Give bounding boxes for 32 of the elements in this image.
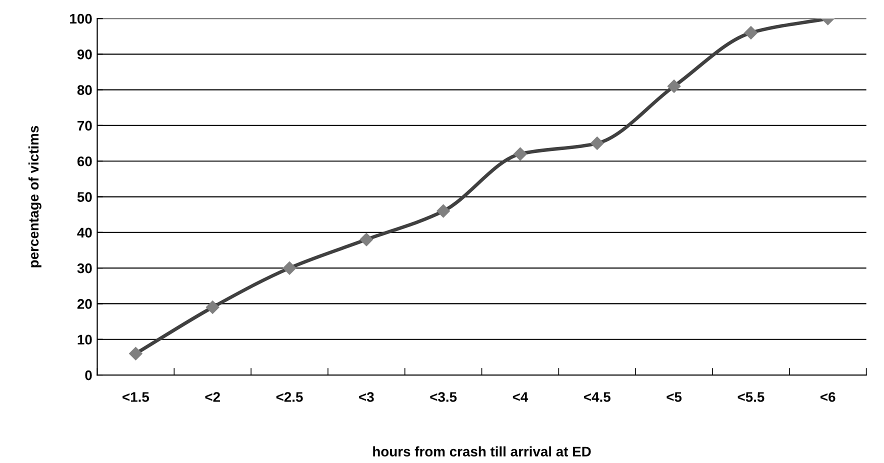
point	[667, 80, 681, 93]
point	[282, 261, 296, 275]
x-tick-label: <4.5	[584, 392, 610, 402]
y-tick-label: 50	[77, 192, 92, 202]
point	[744, 26, 758, 40]
y-axis-title: percentage of victims	[28, 126, 42, 268]
y-tick-label: 40	[77, 228, 92, 238]
y-tick-label: 30	[77, 263, 92, 274]
y-tick-label: 100	[70, 14, 92, 24]
y-tick-label: 90	[77, 50, 92, 60]
point	[514, 147, 527, 161]
x-tick-label: <3.5	[430, 392, 457, 402]
point	[206, 300, 220, 314]
x-tick-label: <1.5	[122, 392, 150, 402]
y-tick-label: 0	[85, 370, 92, 380]
x-tick-label: <4	[512, 392, 528, 402]
x-axis-title: hours from crash till arrival at ED	[373, 446, 591, 457]
x-tick-label: <2	[205, 392, 220, 402]
x-tick-label: <3	[359, 392, 374, 402]
y-tick-label: 20	[77, 299, 92, 309]
x-tick-label: <5	[666, 392, 682, 402]
y-tick-label: 60	[77, 156, 92, 166]
x-tick-label: <2.5	[276, 392, 303, 402]
point	[129, 347, 142, 360]
y-tick-label: 80	[77, 85, 92, 95]
point	[590, 136, 604, 150]
point	[436, 204, 450, 218]
point	[360, 232, 374, 246]
y-tick-label: 70	[78, 120, 92, 131]
y-tick-label: 10	[78, 334, 92, 345]
x-tick-label: <5.5	[738, 392, 764, 402]
x-tick-label: <6	[820, 392, 836, 402]
